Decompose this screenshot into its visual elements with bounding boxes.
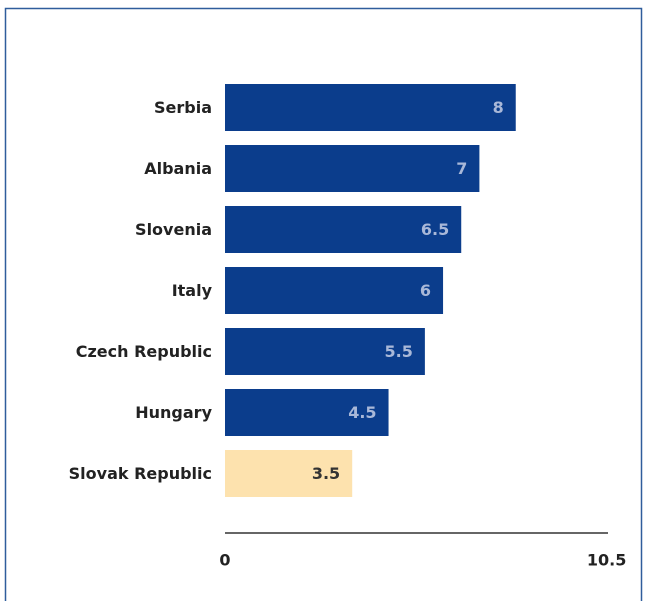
value-label: 3.5 — [312, 464, 340, 483]
bar — [225, 206, 462, 253]
y-tick-label: Slovenia — [135, 220, 212, 239]
bar — [225, 84, 516, 131]
value-label: 4.5 — [348, 403, 376, 422]
value-label: 5.5 — [385, 342, 413, 361]
y-tick-label: Albania — [144, 159, 212, 178]
y-tick-label: Italy — [172, 281, 213, 300]
frame — [4, 7, 643, 601]
value-label: 6 — [420, 281, 431, 300]
x-tick-label: 10.5 — [587, 551, 626, 570]
bar — [225, 389, 389, 436]
value-label: 8 — [493, 98, 504, 117]
y-tick-label: Hungary — [135, 403, 212, 422]
bar — [225, 450, 353, 497]
y-tick-label: Czech Republic — [76, 342, 212, 361]
value-label: 7 — [456, 159, 467, 178]
bar — [225, 145, 480, 192]
x-tick-label: 0 — [219, 551, 230, 570]
bar — [225, 267, 444, 314]
y-tick-label: Serbia — [154, 98, 212, 117]
y-tick-label: Slovak Republic — [69, 464, 212, 483]
value-label: 6.5 — [421, 220, 449, 239]
bar — [225, 328, 425, 375]
